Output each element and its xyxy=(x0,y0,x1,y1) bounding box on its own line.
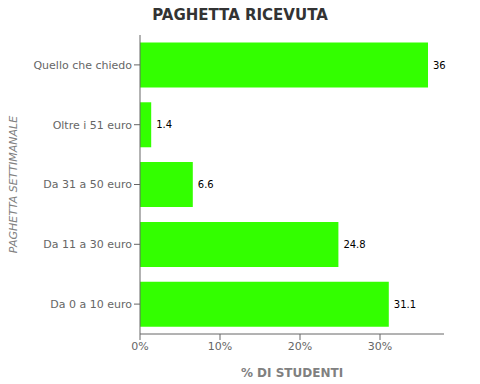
svg-text:10%: 10% xyxy=(208,340,232,353)
svg-text:0%: 0% xyxy=(131,340,148,353)
svg-text:Quello che chiedo: Quello che chiedo xyxy=(33,59,132,72)
svg-text:6.6: 6.6 xyxy=(198,179,214,190)
svg-text:PAGHETTA SETTIMANALE: PAGHETTA SETTIMANALE xyxy=(8,116,20,253)
svg-text:31.1: 31.1 xyxy=(394,299,416,310)
svg-text:30%: 30% xyxy=(368,340,392,353)
svg-text:% DI STUDENTI: % DI STUDENTI xyxy=(241,366,343,380)
svg-text:Da 31 a 50 euro: Da 31 a 50 euro xyxy=(43,178,132,191)
svg-text:Da 11 a 30 euro: Da 11 a 30 euro xyxy=(43,238,132,251)
svg-text:36: 36 xyxy=(433,60,446,71)
svg-text:20%: 20% xyxy=(288,340,312,353)
svg-text:1.4: 1.4 xyxy=(156,119,172,130)
svg-text:24.8: 24.8 xyxy=(343,239,365,250)
svg-text:Da 0 a 10 euro: Da 0 a 10 euro xyxy=(50,298,132,311)
html-text:PAGHETTA RICEVUTA: PAGHETTA RICEVUTA xyxy=(152,6,328,24)
svg-text:Oltre i 51 euro: Oltre i 51 euro xyxy=(53,119,133,132)
